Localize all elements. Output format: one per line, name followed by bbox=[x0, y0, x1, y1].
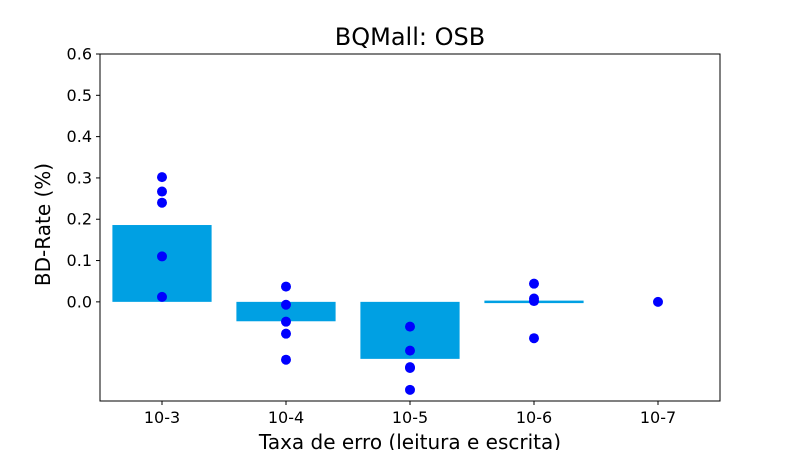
point-10-4-2 bbox=[281, 299, 291, 310]
y-tick-label: 0.1 bbox=[67, 251, 92, 270]
y-axis: 0.0 0.1 0.2 0.3 0.4 0.5 0.6 bbox=[67, 45, 100, 311]
point-10-3-4 bbox=[157, 251, 167, 262]
bar-10-4 bbox=[236, 301, 336, 322]
point-10-5-4 bbox=[405, 362, 415, 373]
point-10-5-1 bbox=[405, 321, 415, 332]
x-axis: 10-3 10-4 10-5 10-6 10-7 bbox=[144, 401, 676, 427]
point-10-6-3 bbox=[529, 296, 539, 307]
point-10-4-3 bbox=[281, 316, 291, 327]
points-group bbox=[157, 172, 663, 395]
x-tick-label: 10-7 bbox=[640, 408, 676, 427]
y-tick-label: 0.3 bbox=[67, 168, 92, 187]
point-10-3-5 bbox=[157, 291, 167, 302]
y-tick-label: 0.6 bbox=[67, 45, 92, 64]
x-axis-label: Taxa de erro (leitura e escrita) bbox=[258, 430, 561, 450]
point-10-6-4 bbox=[529, 333, 539, 344]
y-tick-label: 0.0 bbox=[67, 292, 92, 311]
x-tick-label: 10-6 bbox=[516, 408, 552, 427]
chart-title: BQMall: OSB bbox=[335, 23, 485, 51]
bar-10-3 bbox=[112, 225, 212, 302]
point-10-4-5 bbox=[281, 354, 291, 365]
y-tick-label: 0.5 bbox=[67, 86, 92, 105]
point-10-4-4 bbox=[281, 328, 291, 339]
y-tick-label: 0.2 bbox=[67, 210, 92, 229]
y-axis-label: BD-Rate (%) bbox=[31, 163, 55, 286]
point-10-3-2 bbox=[157, 186, 167, 197]
point-10-5-2 bbox=[405, 345, 415, 356]
point-10-7-1 bbox=[653, 296, 663, 307]
point-10-5-5 bbox=[405, 384, 415, 395]
y-tick-label: 0.4 bbox=[67, 127, 92, 146]
point-10-4-1 bbox=[281, 281, 291, 292]
x-tick-label: 10-3 bbox=[144, 408, 180, 427]
point-10-3-3 bbox=[157, 197, 167, 208]
point-10-3-1 bbox=[157, 172, 167, 183]
plot-frame bbox=[99, 53, 721, 402]
bars-group bbox=[112, 225, 584, 359]
x-tick-label: 10-5 bbox=[392, 408, 428, 427]
x-tick-label: 10-4 bbox=[268, 408, 304, 427]
point-10-6-1 bbox=[529, 278, 539, 289]
